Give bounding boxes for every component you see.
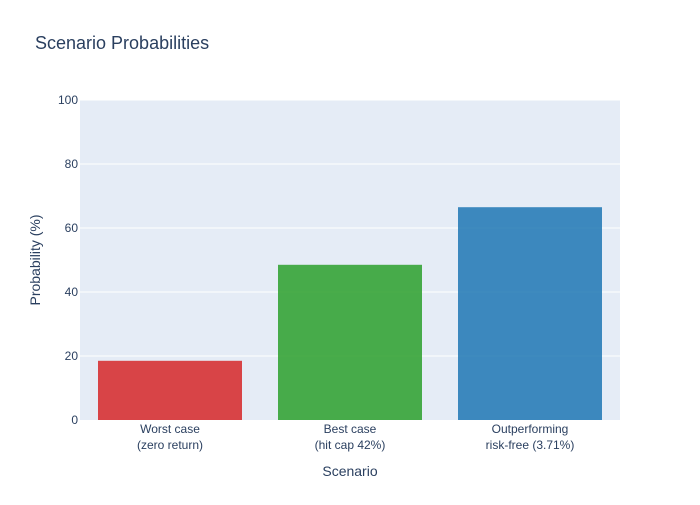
- x-axis-title: Scenario: [322, 463, 377, 479]
- x-tick-label-line: (zero return): [137, 438, 203, 452]
- y-axis-title: Probability (%): [27, 214, 43, 305]
- chart-title: Scenario Probabilities: [35, 33, 209, 53]
- y-tick-label: 40: [65, 285, 79, 299]
- bar: [278, 264, 422, 420]
- x-axis-ticks: Worst case (zero return) Best case (hit cap…: [137, 422, 574, 452]
- x-tick-label: Worst case (zero return): [137, 422, 203, 452]
- y-tick-label: 60: [65, 221, 79, 235]
- y-tick-label: 0: [71, 413, 78, 427]
- y-tick-label: 80: [65, 157, 79, 171]
- x-tick-label-line: Best case: [324, 422, 377, 436]
- x-tick-label: Best case (hit cap 42%): [315, 422, 386, 452]
- x-tick-label-line: Worst case: [140, 422, 200, 436]
- y-tick-label: 100: [58, 93, 78, 107]
- x-tick-label-line: (hit cap 42%): [315, 438, 386, 452]
- x-tick-label-line: Outperforming: [492, 422, 569, 436]
- bars: [98, 207, 602, 420]
- x-tick-label: Outperforming risk-free (3.71%): [486, 422, 575, 452]
- bar: [458, 207, 602, 420]
- y-axis-ticks: 0 20 40 60 80 100: [58, 93, 78, 427]
- bar: [98, 360, 242, 420]
- y-tick-label: 20: [65, 349, 79, 363]
- x-tick-label-line: risk-free (3.71%): [486, 438, 575, 452]
